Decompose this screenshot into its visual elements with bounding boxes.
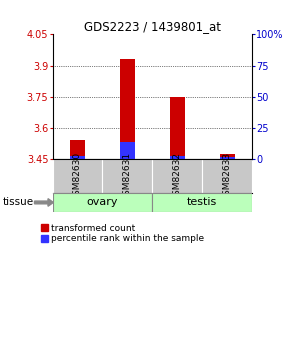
- Bar: [70, 140, 85, 159]
- Bar: [220, 154, 235, 159]
- Bar: [170, 156, 185, 159]
- Title: GDS2223 / 1439801_at: GDS2223 / 1439801_at: [84, 20, 221, 33]
- Text: GSM82632: GSM82632: [173, 151, 182, 200]
- Bar: [170, 97, 185, 159]
- Bar: [52, 193, 152, 212]
- Bar: [220, 157, 235, 159]
- Bar: [120, 141, 135, 159]
- Bar: [102, 159, 152, 193]
- Bar: [152, 159, 202, 193]
- Text: ovary: ovary: [87, 197, 118, 207]
- Bar: [202, 159, 252, 193]
- Bar: [70, 156, 85, 159]
- Text: tissue: tissue: [3, 197, 34, 207]
- Text: GSM82631: GSM82631: [123, 151, 132, 201]
- Text: testis: testis: [187, 197, 217, 207]
- Legend: transformed count, percentile rank within the sample: transformed count, percentile rank withi…: [40, 224, 205, 243]
- Text: GSM82630: GSM82630: [73, 151, 82, 201]
- Bar: [52, 159, 102, 193]
- Bar: [120, 59, 135, 159]
- Text: GSM82633: GSM82633: [223, 151, 232, 201]
- Bar: [152, 193, 252, 212]
